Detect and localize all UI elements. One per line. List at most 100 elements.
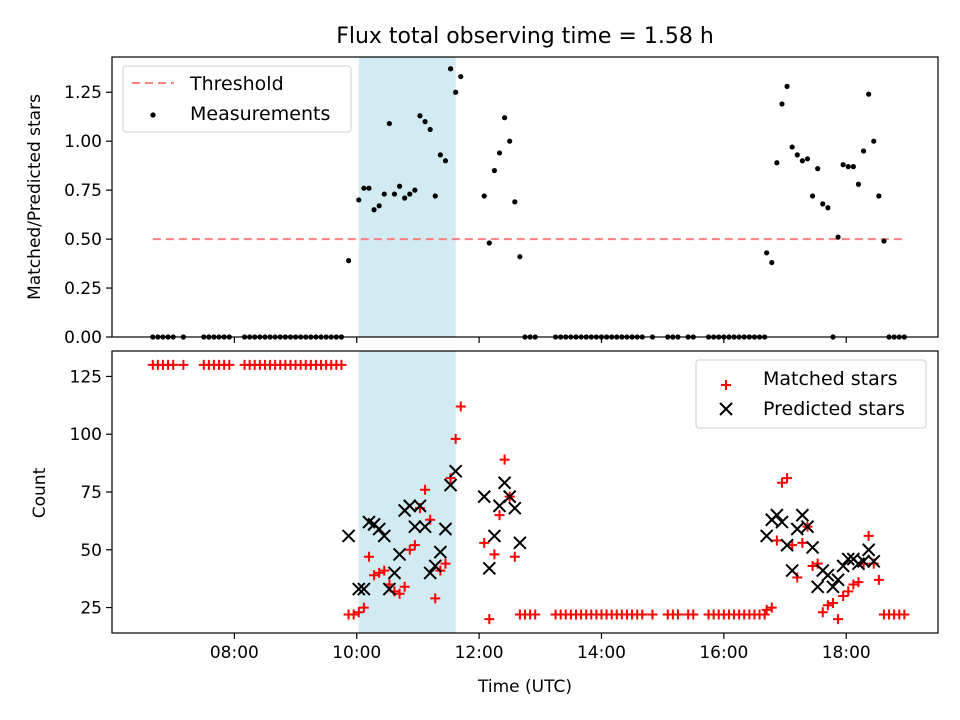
top-y-tick-label: 0.50 (64, 230, 102, 250)
predicted-stars-point (513, 536, 527, 550)
bottom-x-tick-label: 16:00 (699, 643, 748, 663)
matched-stars-point (374, 567, 385, 578)
matched-stars-point (637, 609, 648, 620)
matched-stars-point (358, 602, 369, 613)
measurement-point (820, 201, 826, 207)
matched-stars-point (782, 473, 793, 484)
measurement-point (427, 126, 433, 133)
bottom-y-tick-label: 75 (80, 483, 102, 503)
predicted-stars-point (438, 522, 453, 536)
predicted-stars-point (502, 489, 517, 504)
matched-stars-point (379, 565, 390, 576)
predicted-stars-point (487, 529, 502, 543)
matched-stars-point (833, 614, 844, 625)
measurement-point (371, 207, 377, 213)
top-y-tick-label: 0.25 (64, 279, 102, 299)
measurement-point (871, 138, 877, 144)
predicted-stars-point (780, 538, 794, 552)
measurement-point (361, 185, 367, 191)
bottom-x-tick-label: 10:00 (332, 643, 381, 663)
matched-stars-point (530, 609, 541, 620)
matched-stars-point (440, 558, 451, 569)
matched-stars-point (420, 484, 431, 495)
measurement-point (447, 66, 454, 72)
measurement-point (866, 91, 872, 97)
measurement-point (437, 152, 443, 158)
matched-stars-point (822, 600, 833, 611)
top-highlight-span (358, 57, 456, 337)
measurement-point (881, 238, 887, 244)
measurement-point (876, 193, 882, 199)
top-panel: Flux total observing time = 1.58 h 0.00 0… (25, 24, 939, 348)
measurement-point (496, 150, 503, 156)
predicted-stars-point (357, 582, 371, 596)
predicted-stars-point (831, 573, 845, 587)
bottom-x-tick-label: 08:00 (210, 643, 259, 663)
measurement-point (507, 138, 513, 144)
measurement-point (391, 191, 398, 197)
matched-stars-point (509, 551, 520, 562)
measurement-point (412, 187, 418, 193)
matched-stars-point (409, 540, 420, 551)
measurement-point (769, 259, 775, 266)
measurement-point (809, 193, 816, 199)
predicted-stars-point (841, 552, 855, 566)
predicted-stars-point (477, 489, 491, 504)
predicted-stars-point (790, 522, 804, 536)
matched-stars-point (494, 510, 505, 521)
matched-stars-point (168, 359, 179, 370)
matched-stars-point (363, 551, 374, 562)
legend-predicted-swatch (719, 402, 733, 416)
measurement-point (845, 164, 851, 170)
matched-stars-point (899, 609, 910, 620)
predicted-stars-point (482, 561, 497, 575)
measurement-point (794, 152, 800, 158)
matched-stars-point (766, 602, 777, 613)
predicted-stars-point (775, 515, 789, 529)
top-legend: Threshold Measurements (122, 65, 352, 133)
matched-stars-point (178, 359, 189, 370)
measurement-point (764, 250, 770, 256)
predicted-stars-point (759, 529, 774, 543)
predicted-stars-point (413, 499, 427, 513)
predicted-stars-point (770, 508, 784, 522)
matched-stars-point (484, 614, 495, 625)
measurement-point (784, 83, 790, 89)
predicted-stars-point (795, 508, 810, 522)
matched-stars-point (489, 549, 500, 560)
matched-stars-point (647, 609, 658, 620)
measurement-point (486, 240, 492, 246)
predicted-stars-point (423, 566, 437, 580)
matched-stars-point (848, 579, 859, 590)
bottom-y-tick-label: 50 (80, 541, 102, 561)
predicted-stars-point (800, 519, 815, 534)
bottom-x-tick-label: 12:00 (455, 643, 504, 663)
measurement-point (432, 193, 438, 199)
predicted-stars-point (372, 522, 386, 536)
predicted-stars-point (387, 566, 402, 580)
predicted-stars-point (856, 554, 871, 569)
bottom-y-tick-label: 125 (70, 367, 102, 387)
top-y-tick-label: 1.00 (64, 132, 102, 152)
measurement-point (860, 148, 867, 154)
matched-stars-point (455, 401, 466, 412)
measurement-point (512, 199, 518, 205)
matched-stars-point (404, 544, 415, 555)
matched-stars-point (771, 535, 782, 546)
matched-stars-point (450, 433, 461, 444)
measurement-point (804, 156, 811, 162)
matched-stars-point (336, 359, 347, 370)
matched-stars-point (776, 477, 787, 488)
matched-stars-point (817, 607, 828, 618)
measurement-point (386, 120, 392, 127)
measurement-point (442, 158, 449, 164)
measurement-point (850, 164, 856, 170)
predicted-stars-point (341, 529, 356, 543)
matched-stars-point (348, 609, 359, 620)
bottom-series-1 (341, 464, 881, 596)
measurement-point (491, 167, 498, 174)
matched-stars-point (792, 572, 803, 583)
predicted-stars-point (836, 559, 850, 573)
bottom-y-tick-label: 100 (70, 425, 102, 445)
